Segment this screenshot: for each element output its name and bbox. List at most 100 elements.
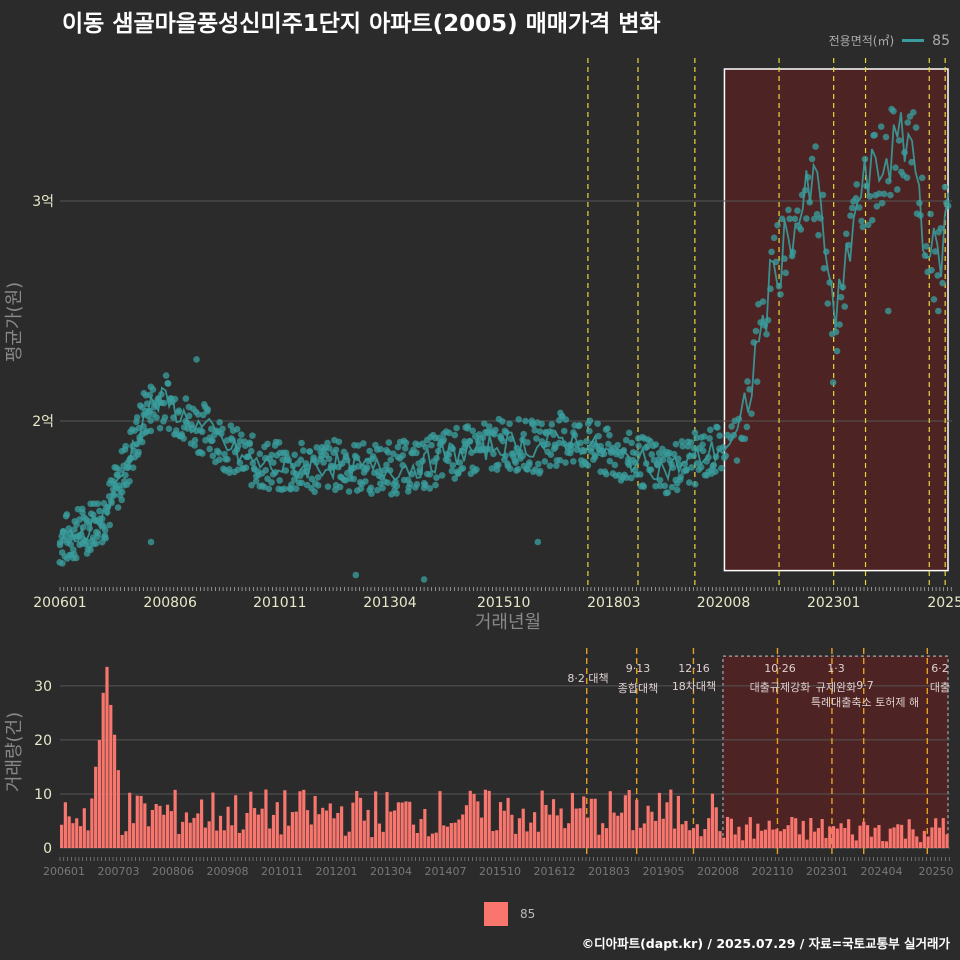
volume-bar xyxy=(147,826,151,848)
price-point xyxy=(314,482,322,489)
volume-bar xyxy=(865,825,870,848)
volume-bar xyxy=(729,818,733,848)
price-point xyxy=(313,444,321,451)
price-point xyxy=(448,467,456,475)
volume-bar xyxy=(718,831,722,848)
average-price-line xyxy=(59,112,950,545)
price-point xyxy=(722,452,729,460)
legend-top: 전용면적(㎡) 85 xyxy=(829,32,950,49)
price-point xyxy=(712,468,719,475)
price-point xyxy=(226,469,233,476)
price-point xyxy=(485,423,493,430)
volume-bar xyxy=(434,832,438,848)
price-point xyxy=(94,533,101,541)
price-point xyxy=(147,427,155,435)
price-point xyxy=(246,439,253,447)
x-tick-label: 202008 xyxy=(697,595,750,611)
volume-bar xyxy=(82,808,86,848)
volume-bar xyxy=(691,827,696,848)
price-point xyxy=(377,445,384,453)
price-point xyxy=(538,420,546,428)
volume-bar xyxy=(835,828,839,848)
price-point xyxy=(847,212,854,219)
annotation-date: 9·7 xyxy=(856,679,874,692)
price-point xyxy=(688,464,696,471)
price-point xyxy=(325,455,333,463)
volume-bar xyxy=(336,812,340,848)
price-point xyxy=(858,217,865,225)
price-point xyxy=(759,298,767,305)
volume-bar xyxy=(567,823,571,848)
price-point xyxy=(393,490,400,497)
price-point xyxy=(287,485,295,493)
volume-bar xyxy=(150,809,155,848)
price-point xyxy=(927,210,934,218)
volume-bar xyxy=(593,798,597,848)
volume-bar xyxy=(775,828,779,848)
price-point xyxy=(819,191,827,199)
price-point xyxy=(495,461,502,469)
price-point xyxy=(728,423,735,430)
volume-bar xyxy=(347,831,351,848)
volume-bar xyxy=(374,791,378,848)
volume-bar xyxy=(638,827,643,848)
volume-bar xyxy=(941,818,945,848)
volume-bar xyxy=(101,692,105,848)
price-point xyxy=(340,448,348,456)
price-point xyxy=(422,443,429,451)
volume-bar xyxy=(381,831,385,848)
price-point xyxy=(387,456,395,464)
volume-bar xyxy=(275,802,279,848)
price-point xyxy=(175,407,183,415)
price-point xyxy=(73,521,80,528)
price-point xyxy=(836,321,843,328)
legend-line-swatch xyxy=(902,39,925,42)
legend-bottom-value: 85 xyxy=(520,907,536,921)
price-point xyxy=(510,450,518,457)
volume-bar xyxy=(722,837,726,848)
volume-bar xyxy=(203,827,207,848)
price-point xyxy=(893,186,901,193)
price-point xyxy=(209,452,217,460)
price-point xyxy=(871,131,878,139)
price-point xyxy=(180,435,187,442)
volume-bar xyxy=(215,830,219,848)
volume-bar xyxy=(631,830,635,848)
volume-bar xyxy=(271,814,276,848)
price-point xyxy=(815,231,822,239)
price-point xyxy=(275,439,283,446)
volume-bar xyxy=(540,790,544,848)
volume-bar xyxy=(934,818,938,848)
volume-bar xyxy=(264,789,268,848)
x-tick-label: 201011 xyxy=(253,595,306,611)
volume-bar xyxy=(218,815,223,848)
volume-bar xyxy=(521,808,525,848)
volume-bar xyxy=(234,795,238,848)
volume-bar xyxy=(699,836,703,848)
volume-bar xyxy=(419,819,423,848)
price-point xyxy=(519,452,526,460)
volume-bar xyxy=(809,817,813,848)
price-point xyxy=(705,454,712,461)
price-point xyxy=(238,431,245,438)
price-point xyxy=(92,540,100,547)
price-point xyxy=(394,443,402,451)
price-point xyxy=(623,474,630,481)
price-point xyxy=(469,427,477,435)
price-point xyxy=(281,485,288,493)
volume-bar xyxy=(355,790,359,848)
volume-bar xyxy=(737,826,741,848)
price-point xyxy=(848,204,856,212)
legend-bottom: 85 xyxy=(484,902,535,926)
price-point xyxy=(934,272,941,279)
price-point xyxy=(531,427,539,434)
volume-bar xyxy=(120,834,124,848)
price-point xyxy=(67,541,75,548)
price-point xyxy=(379,484,386,492)
volume-bar xyxy=(873,827,877,848)
volume-bar xyxy=(529,822,533,848)
price-point xyxy=(937,224,945,232)
x-tick-label: 202110 xyxy=(752,865,794,878)
price-point xyxy=(413,481,421,488)
volume-bar xyxy=(343,835,347,848)
